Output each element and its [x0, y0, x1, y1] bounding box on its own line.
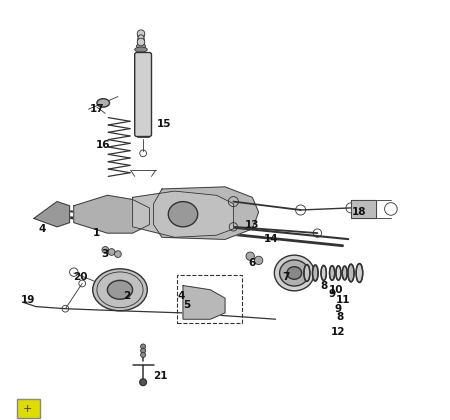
- Circle shape: [137, 30, 145, 37]
- Text: 9: 9: [328, 289, 336, 299]
- Polygon shape: [74, 195, 149, 233]
- Circle shape: [115, 251, 121, 257]
- Polygon shape: [183, 286, 225, 319]
- Text: 2: 2: [123, 291, 130, 301]
- Text: 12: 12: [331, 327, 346, 337]
- Text: 18: 18: [352, 207, 367, 217]
- Circle shape: [140, 348, 146, 353]
- Circle shape: [246, 252, 254, 260]
- Ellipse shape: [336, 266, 341, 280]
- Circle shape: [140, 352, 146, 357]
- Text: 4: 4: [39, 224, 46, 234]
- Bar: [177, 275, 242, 323]
- Ellipse shape: [168, 202, 198, 227]
- Circle shape: [140, 379, 146, 386]
- Text: +: +: [23, 404, 32, 414]
- Text: 20: 20: [73, 272, 87, 282]
- Ellipse shape: [279, 260, 309, 286]
- Ellipse shape: [287, 267, 302, 279]
- Text: 19: 19: [20, 295, 35, 305]
- Ellipse shape: [356, 264, 363, 282]
- Circle shape: [140, 344, 146, 349]
- Polygon shape: [34, 202, 70, 227]
- Text: 9: 9: [335, 304, 342, 314]
- Ellipse shape: [321, 265, 326, 281]
- Text: 17: 17: [90, 104, 104, 114]
- Ellipse shape: [274, 255, 314, 291]
- Ellipse shape: [137, 52, 145, 55]
- Ellipse shape: [304, 265, 310, 281]
- Text: 6: 6: [249, 257, 256, 268]
- Ellipse shape: [97, 99, 109, 107]
- Text: 8: 8: [320, 281, 327, 291]
- Ellipse shape: [108, 281, 133, 299]
- Text: 15: 15: [157, 119, 171, 129]
- Text: 1: 1: [93, 228, 100, 238]
- Text: 3: 3: [102, 249, 109, 259]
- Text: 4: 4: [177, 291, 184, 301]
- Text: 21: 21: [153, 371, 167, 381]
- Circle shape: [102, 247, 108, 253]
- Circle shape: [254, 256, 263, 265]
- Circle shape: [138, 35, 144, 41]
- Ellipse shape: [136, 44, 146, 48]
- FancyBboxPatch shape: [135, 52, 152, 136]
- Circle shape: [137, 38, 145, 46]
- Polygon shape: [133, 191, 234, 237]
- Text: 7: 7: [282, 272, 290, 282]
- Text: 13: 13: [245, 220, 260, 230]
- Text: 8: 8: [337, 312, 344, 322]
- Text: 5: 5: [184, 299, 191, 310]
- Polygon shape: [153, 187, 259, 239]
- Ellipse shape: [312, 265, 318, 281]
- Ellipse shape: [329, 266, 335, 281]
- Ellipse shape: [342, 266, 347, 280]
- Text: 10: 10: [329, 285, 343, 295]
- Polygon shape: [351, 200, 376, 218]
- Text: 14: 14: [264, 234, 279, 244]
- Text: 16: 16: [96, 140, 110, 150]
- Ellipse shape: [348, 264, 354, 282]
- Ellipse shape: [135, 47, 147, 52]
- Circle shape: [108, 249, 115, 255]
- Text: 11: 11: [335, 295, 350, 305]
- Ellipse shape: [93, 269, 147, 311]
- Bar: [17, 399, 40, 418]
